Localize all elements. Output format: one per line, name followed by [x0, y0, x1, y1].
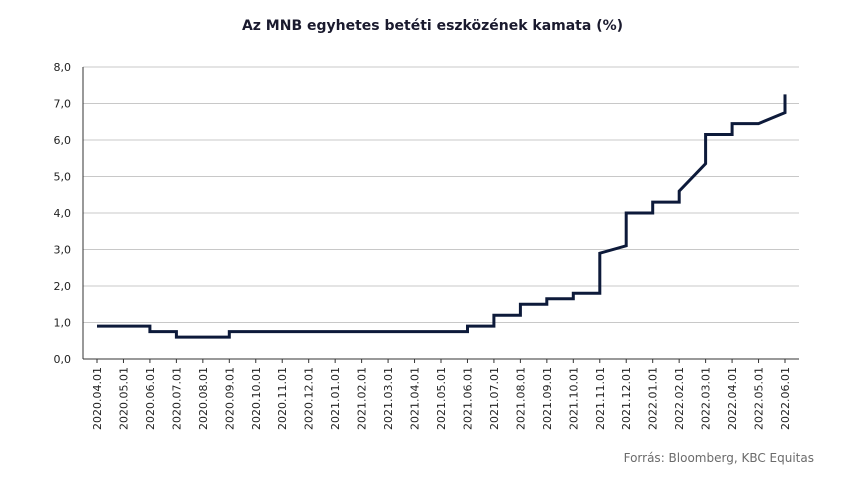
- x-tick-label: 2021.09.01: [541, 367, 554, 430]
- y-tick-labels: 0,0 1,0 2,0 3,0 4,0 5,0 6,0 7,0 8,0: [54, 61, 72, 366]
- y-tick-label: 1,0: [54, 317, 72, 330]
- x-tick-label: 2020.08.01: [197, 367, 210, 430]
- y-tick-label: 2,0: [54, 280, 72, 293]
- series: [97, 94, 787, 339]
- x-tick-label: 2020.10.01: [250, 367, 263, 430]
- x-tick-label: 2022.06.01: [779, 367, 792, 430]
- x-tick-label: 2021.10.01: [567, 367, 580, 430]
- x-tick-label: 2021.12.01: [620, 367, 633, 430]
- x-tick-label: 2020.05.01: [117, 367, 130, 430]
- x-tick-label: 2022.05.01: [753, 367, 766, 430]
- x-tick-label: 2020.09.01: [223, 367, 236, 430]
- y-tick-label: 7,0: [54, 98, 72, 111]
- x-tick-labels: 2020.04.01 2020.05.01 2020.06.01 2020.07.01…: [91, 367, 792, 430]
- y-tick-label: 8,0: [54, 61, 72, 74]
- y-tick-label: 6,0: [54, 134, 72, 147]
- x-tick-label: 2020.12.01: [303, 367, 316, 430]
- series-line: [97, 94, 787, 339]
- x-tick-label: 2021.05.01: [435, 367, 448, 430]
- x-tick-label: 2021.04.01: [409, 367, 422, 430]
- x-tick-label: 2020.07.01: [170, 367, 183, 430]
- x-tick-label: 2022.01.01: [647, 367, 660, 430]
- x-tick-label: 2021.11.01: [594, 367, 607, 430]
- y-tick-label: 4,0: [54, 207, 72, 220]
- x-tick-label: 2021.03.01: [382, 367, 395, 430]
- x-tick-label: 2020.04.01: [91, 367, 104, 430]
- y-tick-label: 3,0: [54, 244, 72, 257]
- x-tick-label: 2021.08.01: [514, 367, 527, 430]
- x-tick-label: 2022.02.01: [673, 367, 686, 430]
- source-note: Forrás: Bloomberg, KBC Equitas: [623, 451, 814, 465]
- axes: [82, 67, 799, 363]
- x-tick-label: 2020.06.01: [144, 367, 157, 430]
- x-tick-label: 2021.01.01: [329, 367, 342, 430]
- y-tick-label: 0,0: [54, 353, 72, 366]
- y-tick-label: 5,0: [54, 171, 72, 184]
- x-tick-label: 2021.07.01: [488, 367, 501, 430]
- x-tick-label: 2020.11.01: [276, 367, 289, 430]
- x-tick-label: 2021.02.01: [356, 367, 369, 430]
- gridlines: [83, 66, 799, 323]
- x-tick-label: 2022.03.01: [700, 367, 713, 430]
- chart-title: Az MNB egyhetes betéti eszközének kamata…: [241, 18, 624, 34]
- x-tick-label: 2021.06.01: [461, 367, 474, 430]
- x-tick-label: 2022.04.01: [726, 367, 739, 430]
